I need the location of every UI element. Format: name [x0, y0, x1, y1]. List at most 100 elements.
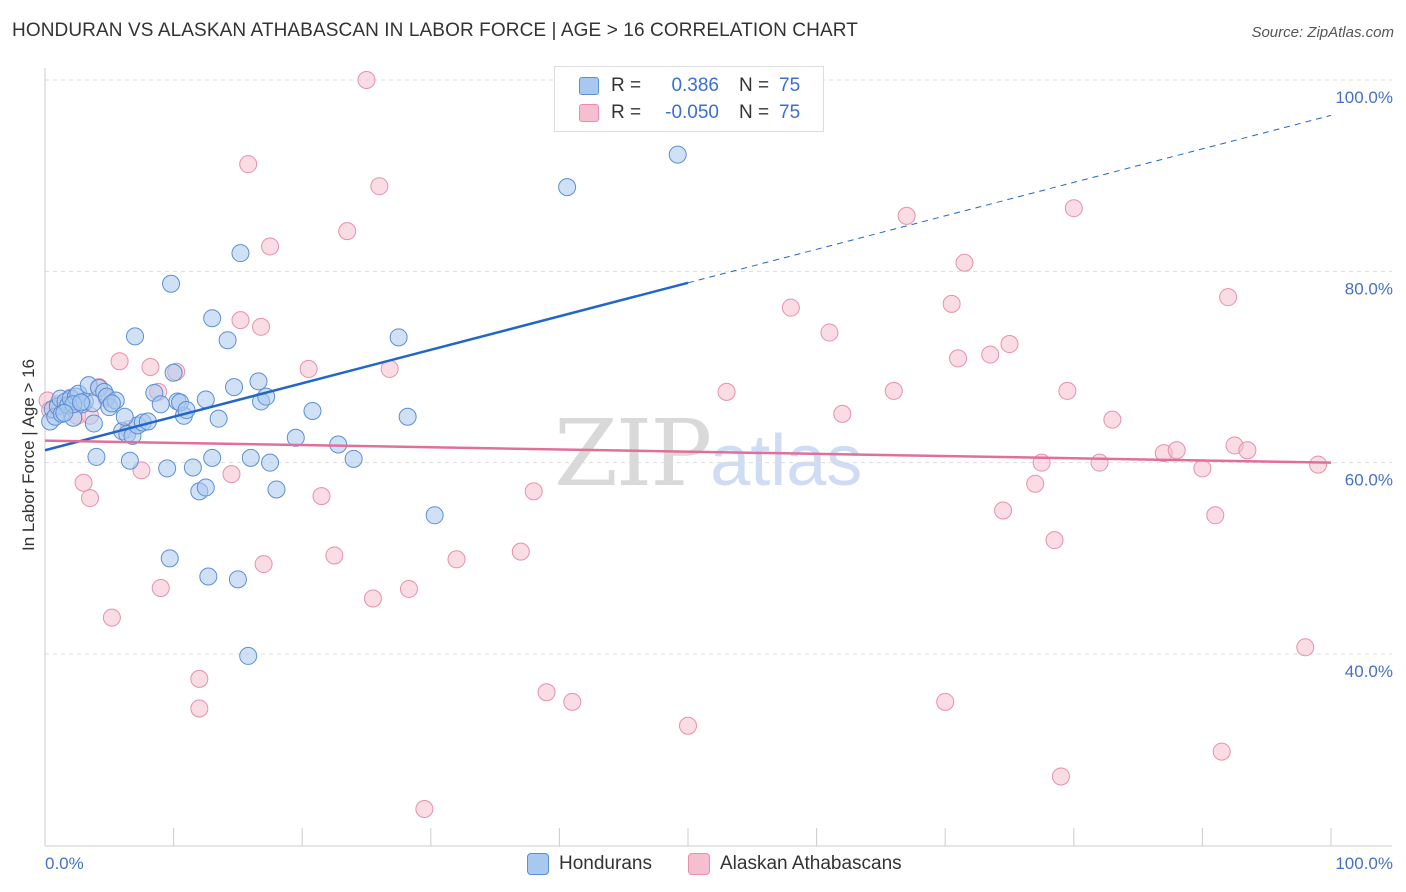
- honduran-point: [558, 178, 577, 197]
- legend-swatch-blue: [579, 77, 599, 95]
- legend-swatch-pink: [688, 853, 710, 875]
- alaskan-athabascan-point: [370, 177, 389, 196]
- alaskan-athabascan-point: [942, 294, 961, 313]
- alaskan-athabascan-point: [299, 359, 318, 378]
- alaskan-athabascan-point: [820, 323, 839, 342]
- watermark: ZIPatlas: [554, 400, 862, 507]
- alaskan-athabascan-point: [1193, 459, 1212, 478]
- alaskan-athabascan-point: [1058, 381, 1077, 400]
- legend-n-value: 75: [779, 75, 801, 96]
- honduran-point: [267, 480, 286, 499]
- honduran-point: [303, 402, 322, 421]
- honduran-trend-line: [44, 281, 689, 452]
- alaskan-athabascan-point: [563, 692, 582, 711]
- alaskan-athabascan-point: [261, 237, 280, 256]
- alaskan-athabascan-point: [363, 589, 382, 608]
- watermark-zip: ZIP: [554, 400, 712, 507]
- chart-title: HONDURAN VS ALASKAN ATHABASCAN IN LABOR …: [12, 20, 858, 41]
- legend-row-hondurans: R = 0.386 N = 75: [579, 74, 800, 98]
- honduran-point: [203, 448, 222, 467]
- honduran-point: [239, 646, 258, 665]
- honduran-point: [286, 428, 305, 447]
- honduran-point: [249, 372, 268, 391]
- alaskan-athabascan-point: [949, 349, 968, 368]
- alaskan-athabascan-point: [1000, 335, 1019, 354]
- honduran-point: [241, 448, 260, 467]
- watermark-atlas: atlas: [710, 421, 863, 501]
- honduran-point: [231, 244, 250, 263]
- alaskan-athabascan-trend-line: [44, 439, 1332, 464]
- honduran-point: [126, 327, 145, 346]
- honduran-point: [425, 506, 444, 525]
- honduran-point: [160, 549, 179, 568]
- honduran-point: [225, 378, 244, 397]
- alaskan-athabascan-point: [110, 352, 129, 371]
- honduran-point: [199, 567, 218, 586]
- alaskan-athabascan-point: [239, 155, 258, 174]
- alaskan-athabascan-point: [897, 206, 916, 225]
- honduran-point: [668, 145, 687, 164]
- legend-swatch-blue: [527, 853, 549, 875]
- alaskan-athabascan-point: [1103, 410, 1122, 429]
- honduran-point: [261, 453, 280, 472]
- y-tick-label: 60.0%: [1345, 471, 1393, 490]
- alaskan-athabascan-point: [357, 71, 376, 89]
- alaskan-athabascan-point: [1238, 441, 1257, 460]
- alaskan-athabascan-point: [447, 550, 466, 569]
- axes: [44, 68, 1392, 847]
- honduran-point: [120, 451, 139, 470]
- honduran-point: [55, 403, 74, 422]
- honduran-point: [389, 328, 408, 347]
- alaskan-athabascan-point: [1026, 474, 1045, 493]
- legend-item-alaskan-athabascans: Alaskan Athabascans: [688, 852, 902, 876]
- legend-n-label: N =: [739, 102, 770, 123]
- alaskan-athabascan-point: [81, 489, 100, 508]
- alaskan-athabascan-point: [222, 465, 241, 484]
- honduran-point: [344, 449, 363, 468]
- honduran-point: [115, 407, 134, 426]
- honduran-point: [228, 570, 247, 589]
- correlation-legend: R = 0.386 N = 75 R = -0.050 N = 75: [554, 66, 824, 132]
- honduran-point: [72, 393, 91, 412]
- alaskan-athabascan-point: [1051, 767, 1070, 786]
- alaskan-athabascan-point: [231, 311, 250, 330]
- y-tick-label: 100.0%: [1335, 88, 1393, 107]
- legend-swatch-pink: [579, 104, 599, 122]
- alaskan-athabascan-point: [325, 546, 344, 565]
- legend-r-value: 0.386: [671, 75, 719, 96]
- alaskan-athabascan-point: [955, 253, 974, 272]
- alaskan-athabascan-point: [102, 608, 121, 627]
- honduran-trend-extension: [687, 114, 1332, 284]
- source-credit: Source: ZipAtlas.com: [1251, 24, 1394, 41]
- legend-label-hondurans: Hondurans: [559, 853, 652, 874]
- alaskan-athabascan-point: [1045, 531, 1064, 550]
- honduran-point: [183, 458, 202, 477]
- alaskan-athabascan-point: [254, 555, 273, 574]
- alaskan-athabascan-point: [190, 669, 209, 688]
- alaskan-athabascan-point: [936, 692, 955, 711]
- x-tick-label-max: 100.0%: [1335, 854, 1393, 873]
- alaskan-athabascan-point: [1090, 453, 1109, 472]
- legend-r-value: -0.050: [665, 102, 719, 123]
- alaskan-athabascan-point: [833, 404, 852, 423]
- y-tick-label: 80.0%: [1345, 279, 1393, 298]
- honduran-point: [218, 331, 237, 350]
- honduran-point: [102, 394, 121, 413]
- honduran-point: [87, 447, 106, 466]
- honduran-point: [209, 409, 228, 428]
- alaskan-athabascan-point: [151, 578, 170, 597]
- honduran-point: [151, 395, 170, 414]
- trend-lines: [44, 114, 1332, 464]
- alaskan-athabascan-point: [1212, 742, 1231, 761]
- y-tick-labels: 40.0% 60.0% 80.0% 100.0%: [1335, 88, 1393, 681]
- alaskan-athabascan-point: [252, 317, 271, 336]
- alaskan-athabascan-point: [132, 461, 151, 480]
- legend-row-alaskan-athabascans: R = -0.050 N = 75: [579, 101, 800, 125]
- honduran-point: [158, 459, 177, 478]
- alaskan-athabascan-point: [537, 683, 556, 702]
- y-axis-title: In Labor Force | Age > 16: [19, 359, 38, 551]
- alaskan-athabascan-point: [338, 222, 357, 241]
- legend-r-label: R =: [611, 102, 642, 123]
- alaskan-athabascan-point: [981, 345, 1000, 364]
- honduran-point: [162, 274, 181, 293]
